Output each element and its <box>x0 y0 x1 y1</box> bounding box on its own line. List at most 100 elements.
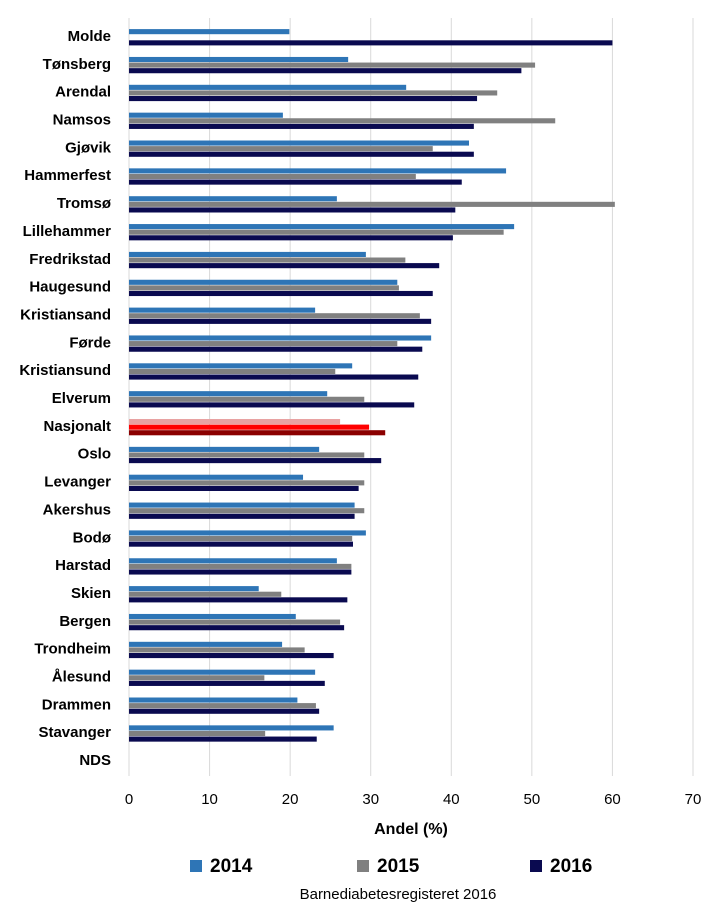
x-tick-label: 20 <box>282 791 299 808</box>
bar <box>129 541 353 547</box>
legend-swatch <box>190 860 202 872</box>
bar <box>129 123 474 129</box>
bar <box>129 146 433 152</box>
bar <box>129 96 478 102</box>
x-tick-label: 60 <box>604 791 621 808</box>
bar <box>129 597 348 603</box>
bar <box>129 703 316 709</box>
bar <box>129 619 341 625</box>
legend-label: 2016 <box>550 856 592 877</box>
bar <box>129 285 399 291</box>
bar <box>129 430 386 436</box>
category-label: Førde <box>69 334 111 351</box>
bar <box>129 257 406 263</box>
bar <box>129 613 296 620</box>
bar <box>129 513 355 519</box>
bar <box>129 112 283 118</box>
x-tick-label: 70 <box>685 791 702 808</box>
bar <box>129 569 352 575</box>
category-label: Harstad <box>55 557 111 574</box>
category-label: Fredrikstad <box>29 251 111 268</box>
x-axis-label: Andel (%) <box>374 821 448 838</box>
category-label: Tromsø <box>57 195 112 212</box>
category-label: Bodø <box>73 529 112 546</box>
bar <box>129 708 320 714</box>
category-label: Haugesund <box>29 279 111 296</box>
bar <box>129 318 432 324</box>
bar <box>129 653 334 659</box>
category-label: Molde <box>68 28 111 45</box>
bar <box>129 396 365 402</box>
bar <box>129 563 352 569</box>
bar <box>129 118 556 124</box>
category-label: Gjøvik <box>65 139 112 156</box>
bar <box>129 647 305 653</box>
category-label: Stavanger <box>38 724 111 741</box>
legend-label: 2014 <box>210 856 253 877</box>
category-label: Hammerfest <box>24 167 111 184</box>
legend-swatch <box>530 860 542 872</box>
legend-swatch <box>357 860 369 872</box>
bar <box>129 474 304 480</box>
bar <box>129 680 325 686</box>
bar <box>129 173 416 180</box>
bar <box>129 290 433 297</box>
bar <box>129 201 615 207</box>
bar <box>129 207 456 213</box>
bar <box>129 458 382 464</box>
category-label: Ålesund <box>52 669 111 686</box>
bar <box>129 56 349 63</box>
category-label: Oslo <box>78 446 111 463</box>
bar <box>129 307 316 313</box>
category-label: Skien <box>71 585 111 602</box>
bar <box>129 263 440 269</box>
bar <box>129 675 265 681</box>
category-label: Kristiansund <box>19 362 111 379</box>
bar <box>129 502 355 508</box>
bar <box>129 168 507 174</box>
bar <box>129 725 334 731</box>
bar <box>129 736 317 742</box>
bar <box>129 235 453 241</box>
category-label: Elverum <box>52 390 111 407</box>
bar <box>129 84 407 90</box>
category-label: Levanger <box>44 474 111 491</box>
bar <box>129 697 298 703</box>
bar <box>129 669 316 675</box>
bar <box>129 586 259 592</box>
bar <box>129 196 337 202</box>
bar <box>129 90 498 96</box>
category-label: Lillehammer <box>23 223 112 240</box>
category-label: Trondheim <box>34 641 111 658</box>
bar <box>129 279 398 285</box>
bar <box>129 68 522 74</box>
bar <box>129 251 366 257</box>
bar <box>129 424 370 430</box>
bar <box>129 140 470 146</box>
bar <box>129 224 515 230</box>
x-tick-label: 40 <box>443 791 460 808</box>
x-tick-label: 0 <box>125 791 133 808</box>
bar <box>129 346 423 352</box>
x-tick-label: 30 <box>362 791 379 808</box>
bar <box>129 625 345 631</box>
category-label: Tønsberg <box>43 56 111 73</box>
bar <box>129 485 359 491</box>
x-tick-label: 50 <box>524 791 541 808</box>
legend-label: 2015 <box>377 856 420 877</box>
bar <box>129 179 462 185</box>
bar <box>129 419 341 425</box>
source: Barnediabetesregisteret 2016 <box>300 886 497 903</box>
bar <box>129 480 365 486</box>
bar <box>129 446 320 452</box>
category-label: Akershus <box>43 501 111 518</box>
category-label: Namsos <box>53 112 111 129</box>
bar <box>129 730 266 737</box>
category-label: Nasjonalt <box>43 418 111 435</box>
category-label: Kristiansand <box>20 306 111 323</box>
bar <box>129 29 290 35</box>
bar <box>129 402 415 408</box>
bar <box>129 341 398 347</box>
bar <box>129 313 420 319</box>
bar <box>129 558 337 564</box>
